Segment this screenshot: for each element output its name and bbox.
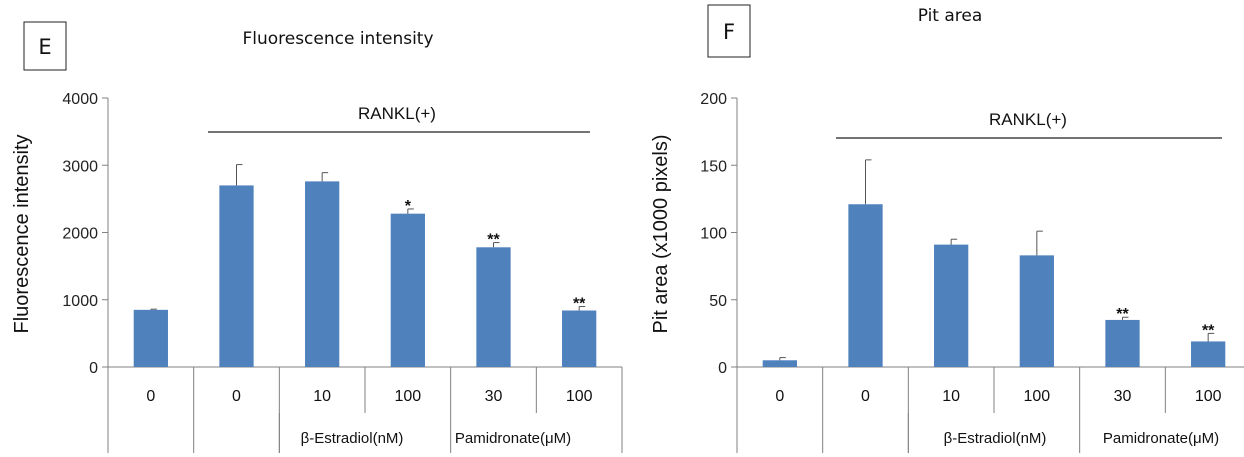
- panel-f-label-box: [707, 4, 751, 58]
- panel-e-category-label: 100: [566, 388, 593, 405]
- panel-f-category-label: 10: [942, 388, 960, 405]
- panel-e-group-pamidronate: Pamidronate(μM): [455, 430, 571, 447]
- panel-e-bar: [133, 309, 168, 367]
- panel-f-category-label: 0: [861, 388, 870, 405]
- panel-e-significance-mark: **: [487, 232, 500, 249]
- panel-f-bar: [934, 244, 969, 367]
- panel-e-category-label: 100: [394, 388, 421, 405]
- panel-e-y-axis-label: Fluorescence intensity: [11, 135, 33, 334]
- panel-f-y-axis-label: Pit area (x1000 pixels): [650, 135, 672, 334]
- panel-f-category-label: 100: [1195, 388, 1222, 405]
- panel-f-category-label: 0: [775, 388, 784, 405]
- panel-e-group-estradiol: β-Estradiol(nM): [301, 430, 404, 447]
- panel-f-plot: 0 50 100 150 200 0 0 10 100 ** 30 ** 100: [700, 91, 1244, 453]
- panel-f-group-estradiol: β-Estradiol(nM): [944, 430, 1047, 447]
- panel-e-category-label: 30: [485, 388, 503, 405]
- panel-e-label: E: [38, 35, 51, 59]
- panel-f-category-label: 100: [1023, 388, 1050, 405]
- panel-f-group-pamidronate: Pamidronate(μM): [1103, 430, 1219, 447]
- panel-f-bar: [762, 360, 797, 367]
- panel-e-rankl-label: RANKL(+): [358, 104, 436, 123]
- panel-f-y-tick-label: 200: [700, 91, 727, 108]
- panel-e-y-tick-label: 2000: [62, 226, 98, 243]
- panel-f-label: F: [723, 20, 735, 44]
- panel-f: F Pit area Pit area (x1000 pixels) RANKL…: [650, 4, 1244, 453]
- panel-e-category-label: 0: [232, 388, 241, 405]
- panel-f-y-tick-label: 50: [709, 293, 727, 310]
- panel-f-title: Pit area: [918, 6, 983, 26]
- panel-e-plot: 0 1000 2000 3000 4000 0 0 10 * 100 ** 30 ** 100: [62, 91, 623, 453]
- panel-f-y-tick-label: 100: [700, 226, 727, 243]
- panel-e-category-label: 10: [313, 388, 331, 405]
- panel-e-y-tick-label: 4000: [62, 91, 98, 108]
- panel-e-bar: [476, 247, 511, 367]
- panel-f-significance-mark: **: [1202, 322, 1215, 339]
- panel-e-bar: [305, 181, 340, 367]
- panel-f-bar: [848, 204, 883, 367]
- panel-e-bar: [562, 310, 597, 367]
- panel-e-y-tick-label: 1000: [62, 293, 98, 310]
- panel-e-significance-mark: **: [573, 295, 586, 312]
- panel-f-category-label: 30: [1114, 388, 1132, 405]
- panel-e-label-box: [23, 21, 67, 71]
- panel-f-y-tick-label: 150: [700, 158, 727, 175]
- panel-e-y-tick-label: 0: [89, 360, 98, 377]
- panel-f-bar: [1105, 319, 1140, 367]
- panel-e-title: Fluorescence intensity: [242, 29, 433, 49]
- panel-e: E Fluorescence intensity Fluorescence in…: [11, 21, 623, 453]
- panel-f-bar: [1019, 255, 1054, 367]
- panel-e-bar: [219, 185, 254, 367]
- panel-e-y-tick-label: 3000: [62, 158, 98, 175]
- panel-e-category-label: 0: [146, 388, 155, 405]
- panel-f-y-tick-label: 0: [718, 360, 727, 377]
- panel-e-significance-mark: *: [405, 198, 412, 215]
- panel-f-significance-mark: **: [1116, 306, 1129, 323]
- panel-f-rankl-label: RANKL(+): [989, 110, 1067, 129]
- panel-e-bar: [390, 213, 425, 367]
- panel-f-bar: [1191, 341, 1226, 367]
